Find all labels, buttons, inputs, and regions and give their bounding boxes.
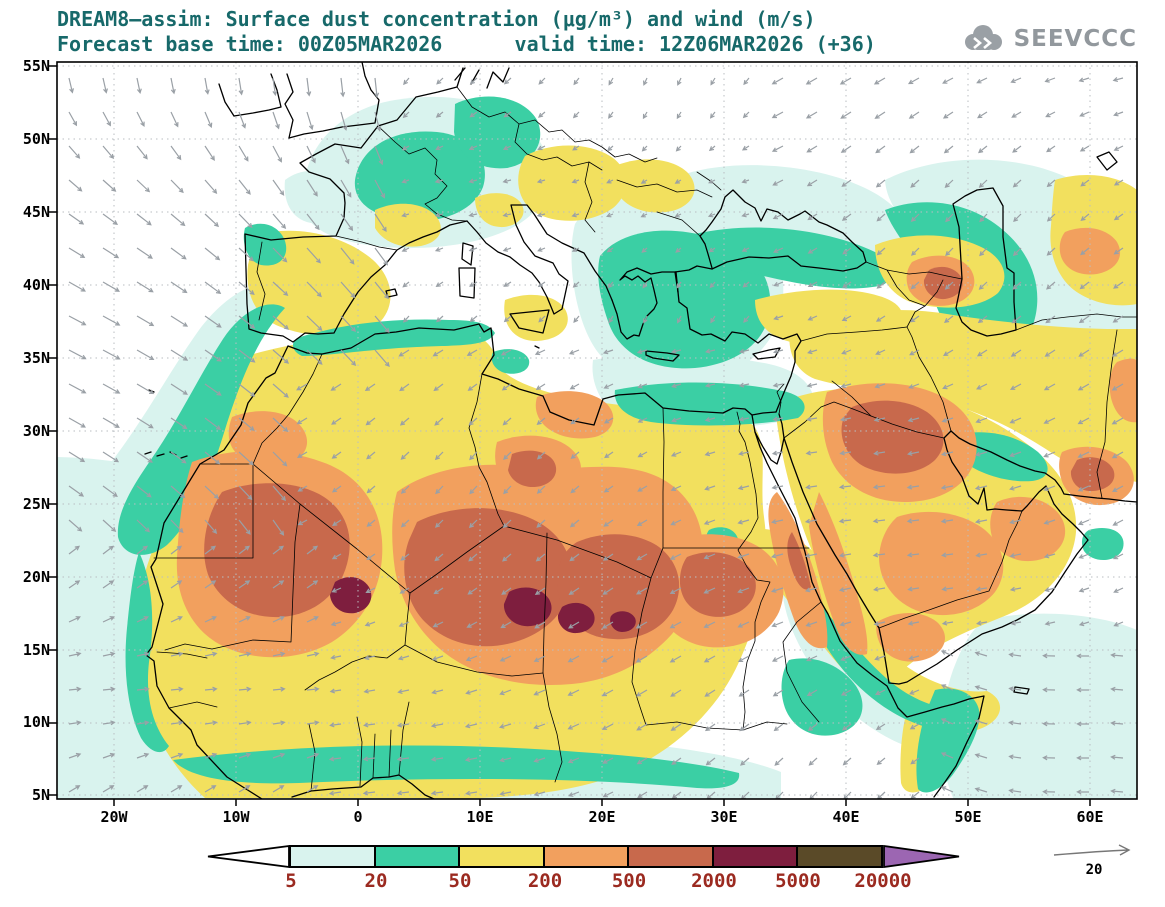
- wind-reference-arrow-icon: [1053, 844, 1131, 856]
- colorbar-segment: [373, 845, 461, 868]
- wind-reference: 20: [1048, 842, 1140, 878]
- colorbar-segment: [458, 845, 545, 868]
- colorbar-segment: [627, 845, 714, 868]
- colorbar-above-max-arrow: [883, 845, 960, 868]
- colorbar-tick-label: 500: [611, 870, 647, 892]
- lat-tick-label: 30N: [22, 422, 50, 440]
- lon-tick-label: 10W: [222, 808, 250, 826]
- lon-tick-label: 50E: [954, 808, 982, 826]
- country-borders: [153, 86, 1137, 792]
- colorbar-segment: [289, 845, 376, 868]
- page-subtitle: Forecast base time: 00Z05MAR2026 valid t…: [57, 32, 876, 56]
- colorbar-tick-label: 20000: [854, 870, 912, 892]
- lon-tick-label: 60E: [1076, 808, 1104, 826]
- coastlines: [144, 62, 1137, 799]
- forecast-map: [45, 58, 1145, 807]
- cloud-icon: [964, 25, 1002, 50]
- page-title: DREAM8—assim: Surface dust concentration…: [57, 7, 816, 31]
- lon-tick-label: 10E: [466, 808, 494, 826]
- colorbar-segment: [711, 845, 799, 868]
- lon-tick-label: 40E: [832, 808, 860, 826]
- lat-tick-label: 55N: [22, 57, 50, 75]
- colorbar-below-min-arrow: [207, 845, 290, 868]
- wind-arrows: [68, 77, 1124, 799]
- colorbar-tick-label: 20: [364, 870, 388, 892]
- lon-tick-label: 20W: [100, 808, 128, 826]
- colorbar-tick-label: 200: [527, 870, 563, 892]
- colorbar-segment: [542, 845, 630, 868]
- plot-frame: [56, 61, 1138, 800]
- lat-tick-label: 20N: [22, 568, 50, 586]
- lat-tick-label: 40N: [22, 276, 50, 294]
- lon-tick-label: 20E: [588, 808, 616, 826]
- lat-tick-label: 15N: [22, 641, 50, 659]
- lat-tick-label: 5N: [31, 786, 50, 804]
- colorbar-tick-label: 5000: [775, 870, 821, 892]
- colorbar-tick-label: 50: [448, 870, 472, 892]
- lat-tick-label: 10N: [22, 713, 50, 731]
- colorbar-tick-label: 5: [285, 870, 297, 892]
- lat-tick-label: 25N: [22, 495, 50, 513]
- logo-text: SEEVCCC: [1013, 26, 1137, 52]
- colorbar-segment: [796, 845, 884, 868]
- colorbar-legend: [205, 845, 962, 868]
- graticule: [57, 62, 1137, 799]
- dust-concentration-fills: [57, 96, 1137, 799]
- axis-ticks: [49, 65, 1091, 806]
- wind-reference-value: 20: [1085, 862, 1103, 878]
- lon-tick-label: 30E: [710, 808, 738, 826]
- lon-tick-label: 0: [353, 808, 363, 826]
- seevccc-logo: SEEVCCC: [959, 22, 1137, 56]
- lat-tick-label: 50N: [22, 130, 50, 148]
- lat-tick-label: 45N: [22, 203, 50, 221]
- colorbar-tick-label: 2000: [691, 870, 737, 892]
- lat-tick-label: 35N: [22, 349, 50, 367]
